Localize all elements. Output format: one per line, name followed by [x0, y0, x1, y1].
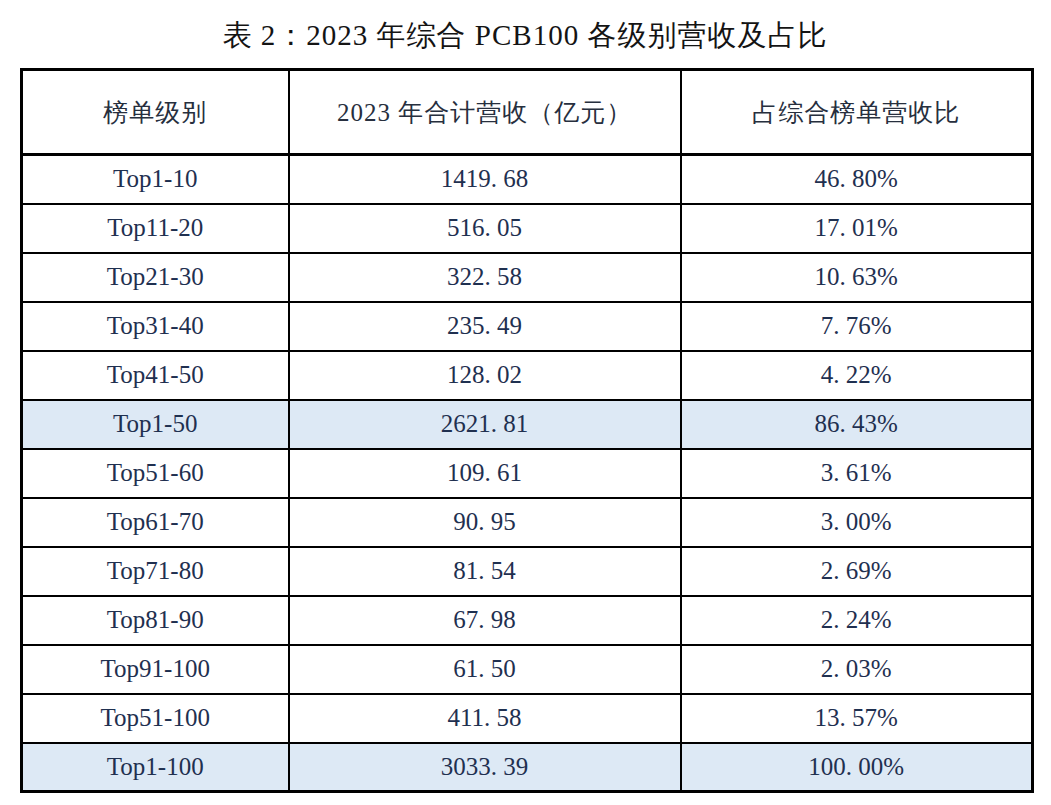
level-cell: Top31-40 [22, 302, 289, 351]
share-cell: 17. 01% [681, 204, 1033, 253]
share-cell: 3. 00% [681, 498, 1033, 547]
level-cell: Top81-90 [22, 596, 289, 645]
revenue-cell: 128. 02 [289, 351, 681, 400]
revenue-cell: 516. 05 [289, 204, 681, 253]
level-cell: Top1-50 [22, 400, 289, 449]
revenue-cell: 411. 58 [289, 694, 681, 743]
table-row: Top1-101419. 6846. 80% [22, 155, 1033, 204]
revenue-cell: 1419. 68 [289, 155, 681, 204]
share-cell: 2. 24% [681, 596, 1033, 645]
level-cell: Top41-50 [22, 351, 289, 400]
level-cell: Top91-100 [22, 645, 289, 694]
level-cell: Top11-20 [22, 204, 289, 253]
table-row: Top21-30322. 5810. 63% [22, 253, 1033, 302]
share-cell: 100. 00% [681, 743, 1033, 792]
share-cell: 86. 43% [681, 400, 1033, 449]
revenue-cell: 109. 61 [289, 449, 681, 498]
share-cell: 10. 63% [681, 253, 1033, 302]
table-row: Top51-100411. 5813. 57% [22, 694, 1033, 743]
revenue-cell: 67. 98 [289, 596, 681, 645]
level-cell: Top1-100 [22, 743, 289, 792]
header-level: 榜单级别 [22, 70, 289, 155]
header-revenue: 2023 年合计营收（亿元） [289, 70, 681, 155]
share-cell: 13. 57% [681, 694, 1033, 743]
pcb100-revenue-table: 榜单级别 2023 年合计营收（亿元） 占综合榜单营收比 Top1-101419… [20, 68, 1034, 793]
document-page: 表 2：2023 年综合 PCB100 各级别营收及占比 榜单级别 2023 年… [0, 0, 1051, 805]
level-cell: Top51-100 [22, 694, 289, 743]
revenue-cell: 81. 54 [289, 547, 681, 596]
share-cell: 7. 76% [681, 302, 1033, 351]
level-cell: Top61-70 [22, 498, 289, 547]
share-cell: 2. 69% [681, 547, 1033, 596]
table-row: Top51-60109. 613. 61% [22, 449, 1033, 498]
table-row: Top1-502621. 8186. 43% [22, 400, 1033, 449]
share-cell: 3. 61% [681, 449, 1033, 498]
share-cell: 4. 22% [681, 351, 1033, 400]
table-row: Top81-9067. 982. 24% [22, 596, 1033, 645]
table-row: Top11-20516. 0517. 01% [22, 204, 1033, 253]
header-row: 榜单级别 2023 年合计营收（亿元） 占综合榜单营收比 [22, 70, 1033, 155]
header-share: 占综合榜单营收比 [681, 70, 1033, 155]
share-cell: 2. 03% [681, 645, 1033, 694]
share-cell: 46. 80% [681, 155, 1033, 204]
table-row: Top41-50128. 024. 22% [22, 351, 1033, 400]
table-row: Top91-10061. 502. 03% [22, 645, 1033, 694]
revenue-cell: 3033. 39 [289, 743, 681, 792]
revenue-cell: 90. 95 [289, 498, 681, 547]
table-row: Top71-8081. 542. 69% [22, 547, 1033, 596]
level-cell: Top1-10 [22, 155, 289, 204]
table-row: Top61-7090. 953. 00% [22, 498, 1033, 547]
table-row: Top1-1003033. 39100. 00% [22, 743, 1033, 792]
level-cell: Top21-30 [22, 253, 289, 302]
level-cell: Top71-80 [22, 547, 289, 596]
level-cell: Top51-60 [22, 449, 289, 498]
revenue-cell: 2621. 81 [289, 400, 681, 449]
revenue-cell: 322. 58 [289, 253, 681, 302]
revenue-cell: 235. 49 [289, 302, 681, 351]
table-header: 榜单级别 2023 年合计营收（亿元） 占综合榜单营收比 [22, 70, 1033, 155]
revenue-cell: 61. 50 [289, 645, 681, 694]
table-body: Top1-101419. 6846. 80%Top11-20516. 0517.… [22, 155, 1033, 792]
table-row: Top31-40235. 497. 76% [22, 302, 1033, 351]
table-caption: 表 2：2023 年综合 PCB100 各级别营收及占比 [20, 16, 1030, 56]
